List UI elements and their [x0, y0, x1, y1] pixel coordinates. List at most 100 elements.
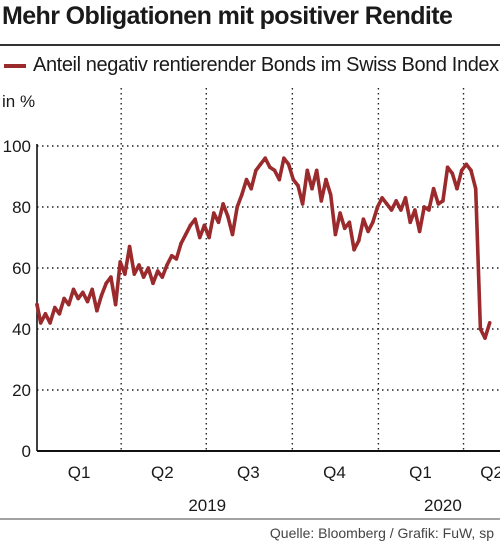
data-point — [57, 312, 62, 316]
data-point — [263, 156, 268, 160]
data-point — [35, 302, 39, 307]
data-point — [216, 220, 221, 225]
x-tick-label: Q4 — [323, 463, 346, 482]
data-point — [300, 202, 305, 206]
data-point — [305, 168, 310, 173]
data-point — [249, 186, 253, 191]
data-point — [183, 232, 188, 237]
data-point — [235, 205, 239, 209]
y-tick-label: 80 — [12, 198, 31, 217]
data-point — [169, 254, 174, 258]
grid-lines — [37, 88, 500, 451]
y-tick-label: 60 — [12, 259, 31, 278]
data-point — [188, 223, 193, 228]
data-point — [394, 199, 399, 203]
data-point — [473, 186, 478, 191]
x-tick-label: Q3 — [237, 463, 260, 482]
data-point — [314, 168, 319, 173]
data-point — [361, 217, 366, 221]
data-point — [212, 211, 216, 215]
data-point — [385, 202, 389, 206]
data-point — [422, 205, 427, 209]
x-tick-label: Q1 — [68, 463, 91, 482]
year-label: 2019 — [188, 496, 226, 515]
data-point — [338, 211, 342, 215]
data-point — [459, 168, 464, 173]
data-point — [221, 202, 225, 206]
data-point — [151, 281, 155, 286]
legend-label: Anteil negativ rentierender Bonds im Swi… — [33, 54, 499, 76]
data-point — [230, 232, 235, 237]
y-tick-label: 20 — [12, 381, 31, 400]
data-point — [366, 229, 370, 234]
data-point — [417, 229, 422, 234]
data-point — [137, 263, 141, 267]
y-tick-label: 0 — [22, 442, 31, 461]
data-point — [202, 223, 207, 228]
data-point — [347, 220, 352, 225]
data-point — [324, 177, 328, 182]
data-point — [478, 327, 483, 331]
data-point — [469, 168, 473, 173]
data-point — [109, 275, 113, 279]
data-point — [375, 205, 380, 209]
data-point — [53, 305, 57, 310]
data-point — [328, 193, 333, 197]
x-tick-label: Q2 — [480, 463, 500, 482]
data-point — [408, 220, 413, 225]
series-layer — [35, 156, 492, 340]
data-point — [464, 162, 469, 167]
data-point — [431, 186, 436, 191]
y-tick-label: 40 — [12, 320, 31, 339]
data-point — [310, 186, 314, 191]
data-point — [207, 235, 211, 240]
legend-swatch — [4, 63, 26, 68]
data-point — [179, 241, 183, 246]
data-point — [445, 165, 450, 170]
data-point — [123, 272, 127, 276]
data-point — [277, 177, 282, 182]
data-point — [399, 208, 403, 212]
source-note: Quelle: Bloomberg / Grafik: FuW, sp — [269, 525, 494, 541]
data-point — [90, 287, 94, 292]
data-point — [291, 177, 296, 182]
data-point — [155, 269, 160, 273]
data-point — [193, 217, 197, 221]
data-point — [76, 296, 80, 301]
data-point — [99, 293, 104, 298]
year-label: 2020 — [424, 496, 462, 515]
data-point — [113, 302, 118, 307]
data-point — [389, 208, 394, 212]
x-tick-label: Q2 — [151, 463, 174, 482]
data-point — [160, 275, 165, 279]
data-point — [254, 168, 258, 173]
data-point — [198, 235, 202, 240]
data-point — [455, 186, 459, 191]
data-point — [38, 321, 43, 325]
tick-labels: in % 0 20 40 60 80 100 Q1 Q2 Q3 Q4 Q1 Q2 2019 2020 — [2, 92, 500, 515]
y-axis-unit-label: in % — [2, 92, 35, 111]
data-point — [272, 168, 277, 173]
data-point — [441, 199, 445, 203]
data-point — [127, 244, 132, 249]
axes — [0, 144, 500, 520]
data-point — [286, 162, 291, 167]
data-point — [118, 260, 122, 264]
data-point — [450, 171, 455, 176]
data-point — [342, 226, 347, 231]
data-point — [427, 208, 431, 212]
data-point — [333, 232, 338, 237]
y-tick-label: 100 — [3, 137, 31, 156]
data-point — [71, 287, 76, 292]
data-point — [226, 214, 230, 218]
data-point — [104, 281, 108, 286]
data-point — [319, 199, 324, 203]
data-point — [174, 257, 179, 261]
data-point — [146, 266, 151, 270]
data-point — [67, 302, 71, 307]
data-point — [240, 193, 244, 197]
data-point — [132, 272, 137, 276]
series-line — [35, 156, 492, 340]
data-point — [357, 238, 361, 243]
